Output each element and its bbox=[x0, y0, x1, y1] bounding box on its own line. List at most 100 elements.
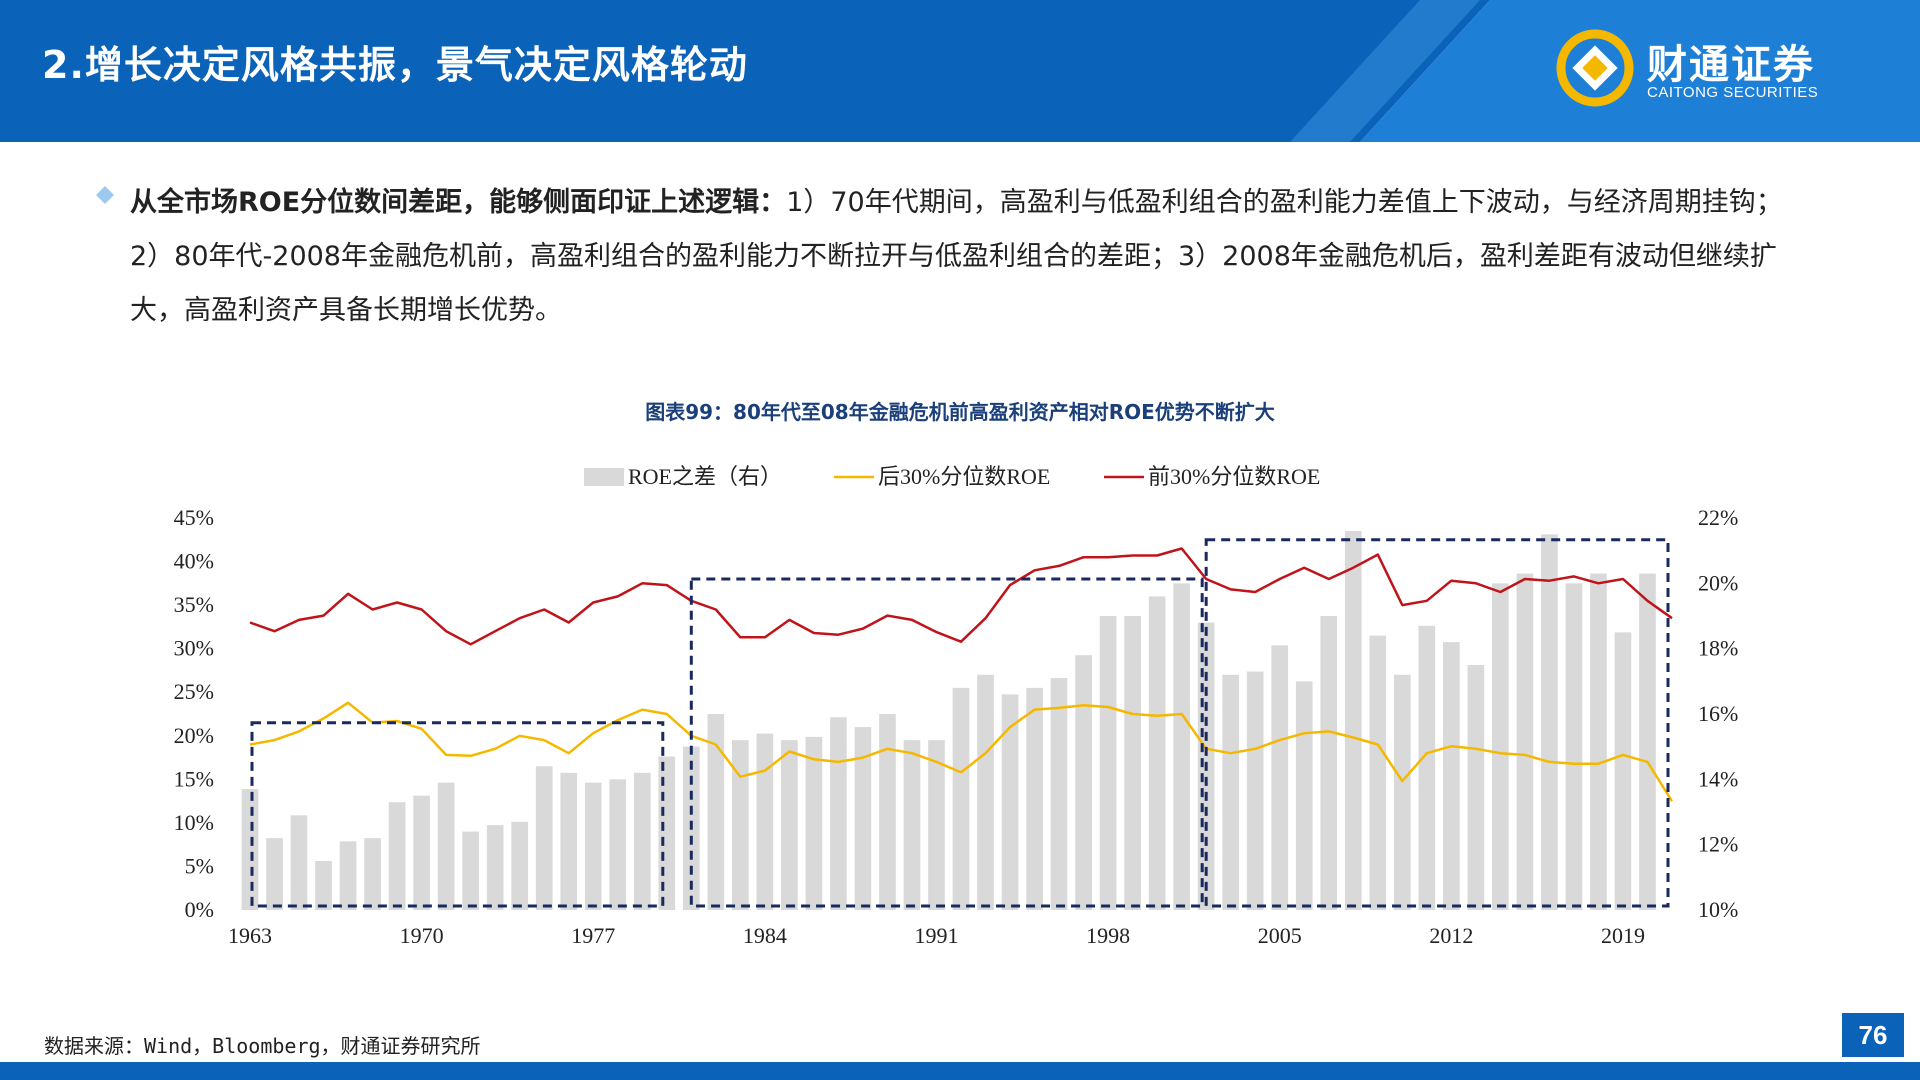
bar-roe-diff bbox=[781, 740, 798, 910]
bullet-body: 1）70年代期间，高盈利与低盈利组合的盈利能力差值上下波动，与经济周期挂钩；2）… bbox=[130, 187, 1783, 326]
bar-roe-diff bbox=[1492, 583, 1509, 910]
y-left-tick-label: 10% bbox=[174, 810, 214, 835]
bar-roe-diff bbox=[609, 779, 627, 910]
y-right-tick-label: 10% bbox=[1698, 897, 1738, 922]
legend-label-high30: 前30%分位数ROE bbox=[1148, 464, 1320, 489]
bar-roe-diff bbox=[1099, 616, 1117, 910]
bar-roe-diff bbox=[339, 841, 357, 910]
y-left-tick-label: 45% bbox=[174, 505, 214, 530]
y-left-tick-label: 5% bbox=[185, 853, 214, 878]
y-left-tick-label: 40% bbox=[174, 549, 214, 574]
bar-roe-diff bbox=[1148, 596, 1166, 910]
x-tick-label: 1991 bbox=[914, 923, 958, 948]
bar-roe-diff bbox=[241, 789, 259, 910]
bar-roe-diff bbox=[290, 815, 308, 910]
bar-roe-diff bbox=[1222, 674, 1240, 910]
bar-roe-diff bbox=[1026, 687, 1043, 910]
x-tick-label: 2005 bbox=[1258, 923, 1302, 948]
bullet-text: 从全市场ROE分位数间差距，能够侧面印证上述逻辑：1）70年代期间，高盈利与低盈… bbox=[130, 176, 1810, 338]
bar-roe-diff bbox=[1565, 583, 1583, 910]
y-right-tick-label: 20% bbox=[1698, 570, 1738, 595]
bar-roe-diff bbox=[879, 714, 896, 910]
legend-swatch-bar bbox=[584, 468, 624, 486]
bar-roe-diff bbox=[266, 838, 283, 910]
y-right-tick-label: 12% bbox=[1698, 832, 1738, 857]
bar-roe-diff bbox=[952, 687, 970, 910]
bar-roe-diff bbox=[486, 825, 504, 910]
bar-roe-diff bbox=[805, 736, 823, 910]
header-background bbox=[0, 0, 1920, 142]
y-left-tick-label: 20% bbox=[174, 723, 214, 748]
logo-english-name: CAITONG SECURITIES bbox=[1647, 84, 1819, 101]
bar-roe-diff bbox=[633, 772, 651, 910]
highlight-period-box bbox=[1204, 538, 1670, 908]
bar-roe-diff bbox=[462, 831, 479, 910]
bar-roe-diff bbox=[560, 772, 578, 910]
bar-roe-diff bbox=[1639, 573, 1656, 910]
bar-roe-diff bbox=[413, 795, 430, 910]
bar-roe-diff bbox=[707, 714, 725, 910]
bar-roe-diff bbox=[658, 756, 676, 910]
highlight-period-box bbox=[250, 721, 665, 908]
footer-bar bbox=[0, 1062, 1920, 1080]
bar-roe-diff bbox=[1369, 635, 1387, 910]
bar-roe-diff bbox=[830, 717, 847, 910]
bar-roe-diff bbox=[437, 782, 455, 910]
y-right-tick-label: 22% bbox=[1698, 505, 1738, 530]
x-tick-label: 2012 bbox=[1429, 923, 1473, 948]
y-right-tick-label: 18% bbox=[1698, 636, 1738, 661]
legend-label-low30: 后30%分位数ROE bbox=[878, 464, 1050, 489]
x-tick-label: 1963 bbox=[228, 923, 272, 948]
logo-chinese-name: 财通证券 bbox=[1647, 42, 1815, 88]
x-tick-label: 1977 bbox=[571, 923, 615, 948]
bar-roe-diff bbox=[1614, 632, 1632, 910]
x-tick-label: 1970 bbox=[400, 923, 444, 948]
source-note: 数据来源：Wind，Bloomberg，财通证券研究所 bbox=[44, 1034, 481, 1058]
page-number: 76 bbox=[1842, 1013, 1904, 1057]
bar-roe-diff bbox=[1271, 645, 1289, 910]
bar-roe-diff bbox=[1001, 694, 1019, 910]
bar-roe-diff bbox=[1467, 665, 1485, 910]
bar-roe-diff bbox=[977, 674, 994, 910]
bar-roe-diff bbox=[756, 733, 774, 910]
bar-roe-diff bbox=[1443, 642, 1460, 910]
bar-roe-diff bbox=[903, 740, 921, 910]
bar-roe-diff bbox=[388, 802, 406, 910]
bar-roe-diff bbox=[511, 821, 529, 910]
line-high30-roe bbox=[249, 547, 1673, 646]
bullet-lead: 从全市场ROE分位数间差距，能够侧面印证上述逻辑： bbox=[130, 187, 787, 218]
y-left-tick-label: 30% bbox=[174, 636, 214, 661]
x-tick-label: 1998 bbox=[1086, 923, 1130, 948]
logo-emblem-icon bbox=[1556, 29, 1634, 107]
bar-roe-diff bbox=[1344, 531, 1362, 910]
bar-roe-diff bbox=[1246, 671, 1264, 910]
header-bar: 2.增长决定风格共振，景气决定风格轮动 财通证券 CAITONG SECURIT… bbox=[0, 0, 1920, 142]
bar-roe-diff bbox=[1320, 616, 1338, 910]
bar-roe-diff bbox=[1050, 678, 1068, 910]
bar-roe-diff bbox=[1075, 655, 1092, 910]
bar-roe-diff bbox=[928, 740, 945, 910]
y-right-tick-label: 16% bbox=[1698, 701, 1738, 726]
y-left-tick-label: 25% bbox=[174, 679, 214, 704]
bar-roe-diff bbox=[1393, 674, 1411, 910]
bar-roe-diff bbox=[1295, 681, 1313, 910]
roe-chart: ROE之差（右） 后30%分位数ROE 前30%分位数ROE 0% 5% 10% 15% 20… bbox=[174, 464, 1739, 948]
x-tick-label: 1984 bbox=[743, 923, 787, 948]
bar-roe-diff bbox=[1516, 573, 1534, 910]
page-title: 2.增长决定风格共振，景气决定风格轮动 bbox=[42, 43, 748, 87]
diamond-bullet-icon bbox=[96, 186, 114, 204]
bar-roe-diff bbox=[1173, 583, 1190, 910]
bar-roe-diff bbox=[1418, 625, 1436, 910]
legend-label-bar: ROE之差（右） bbox=[628, 464, 782, 489]
bar-roe-diff bbox=[584, 782, 602, 910]
bar-roe-diff bbox=[854, 727, 872, 910]
x-tick-label: 2019 bbox=[1601, 923, 1645, 948]
y-left-tick-label: 0% bbox=[185, 897, 214, 922]
company-logo: 财通证券 CAITONG SECURITIES bbox=[1555, 28, 1855, 108]
highlight-period-box bbox=[689, 577, 1204, 908]
y-left-tick-label: 15% bbox=[174, 766, 214, 791]
bar-roe-diff bbox=[1124, 616, 1141, 910]
y-right-tick-label: 14% bbox=[1698, 766, 1738, 791]
bar-roe-diff bbox=[315, 861, 332, 910]
y-left-tick-label: 35% bbox=[174, 592, 214, 617]
